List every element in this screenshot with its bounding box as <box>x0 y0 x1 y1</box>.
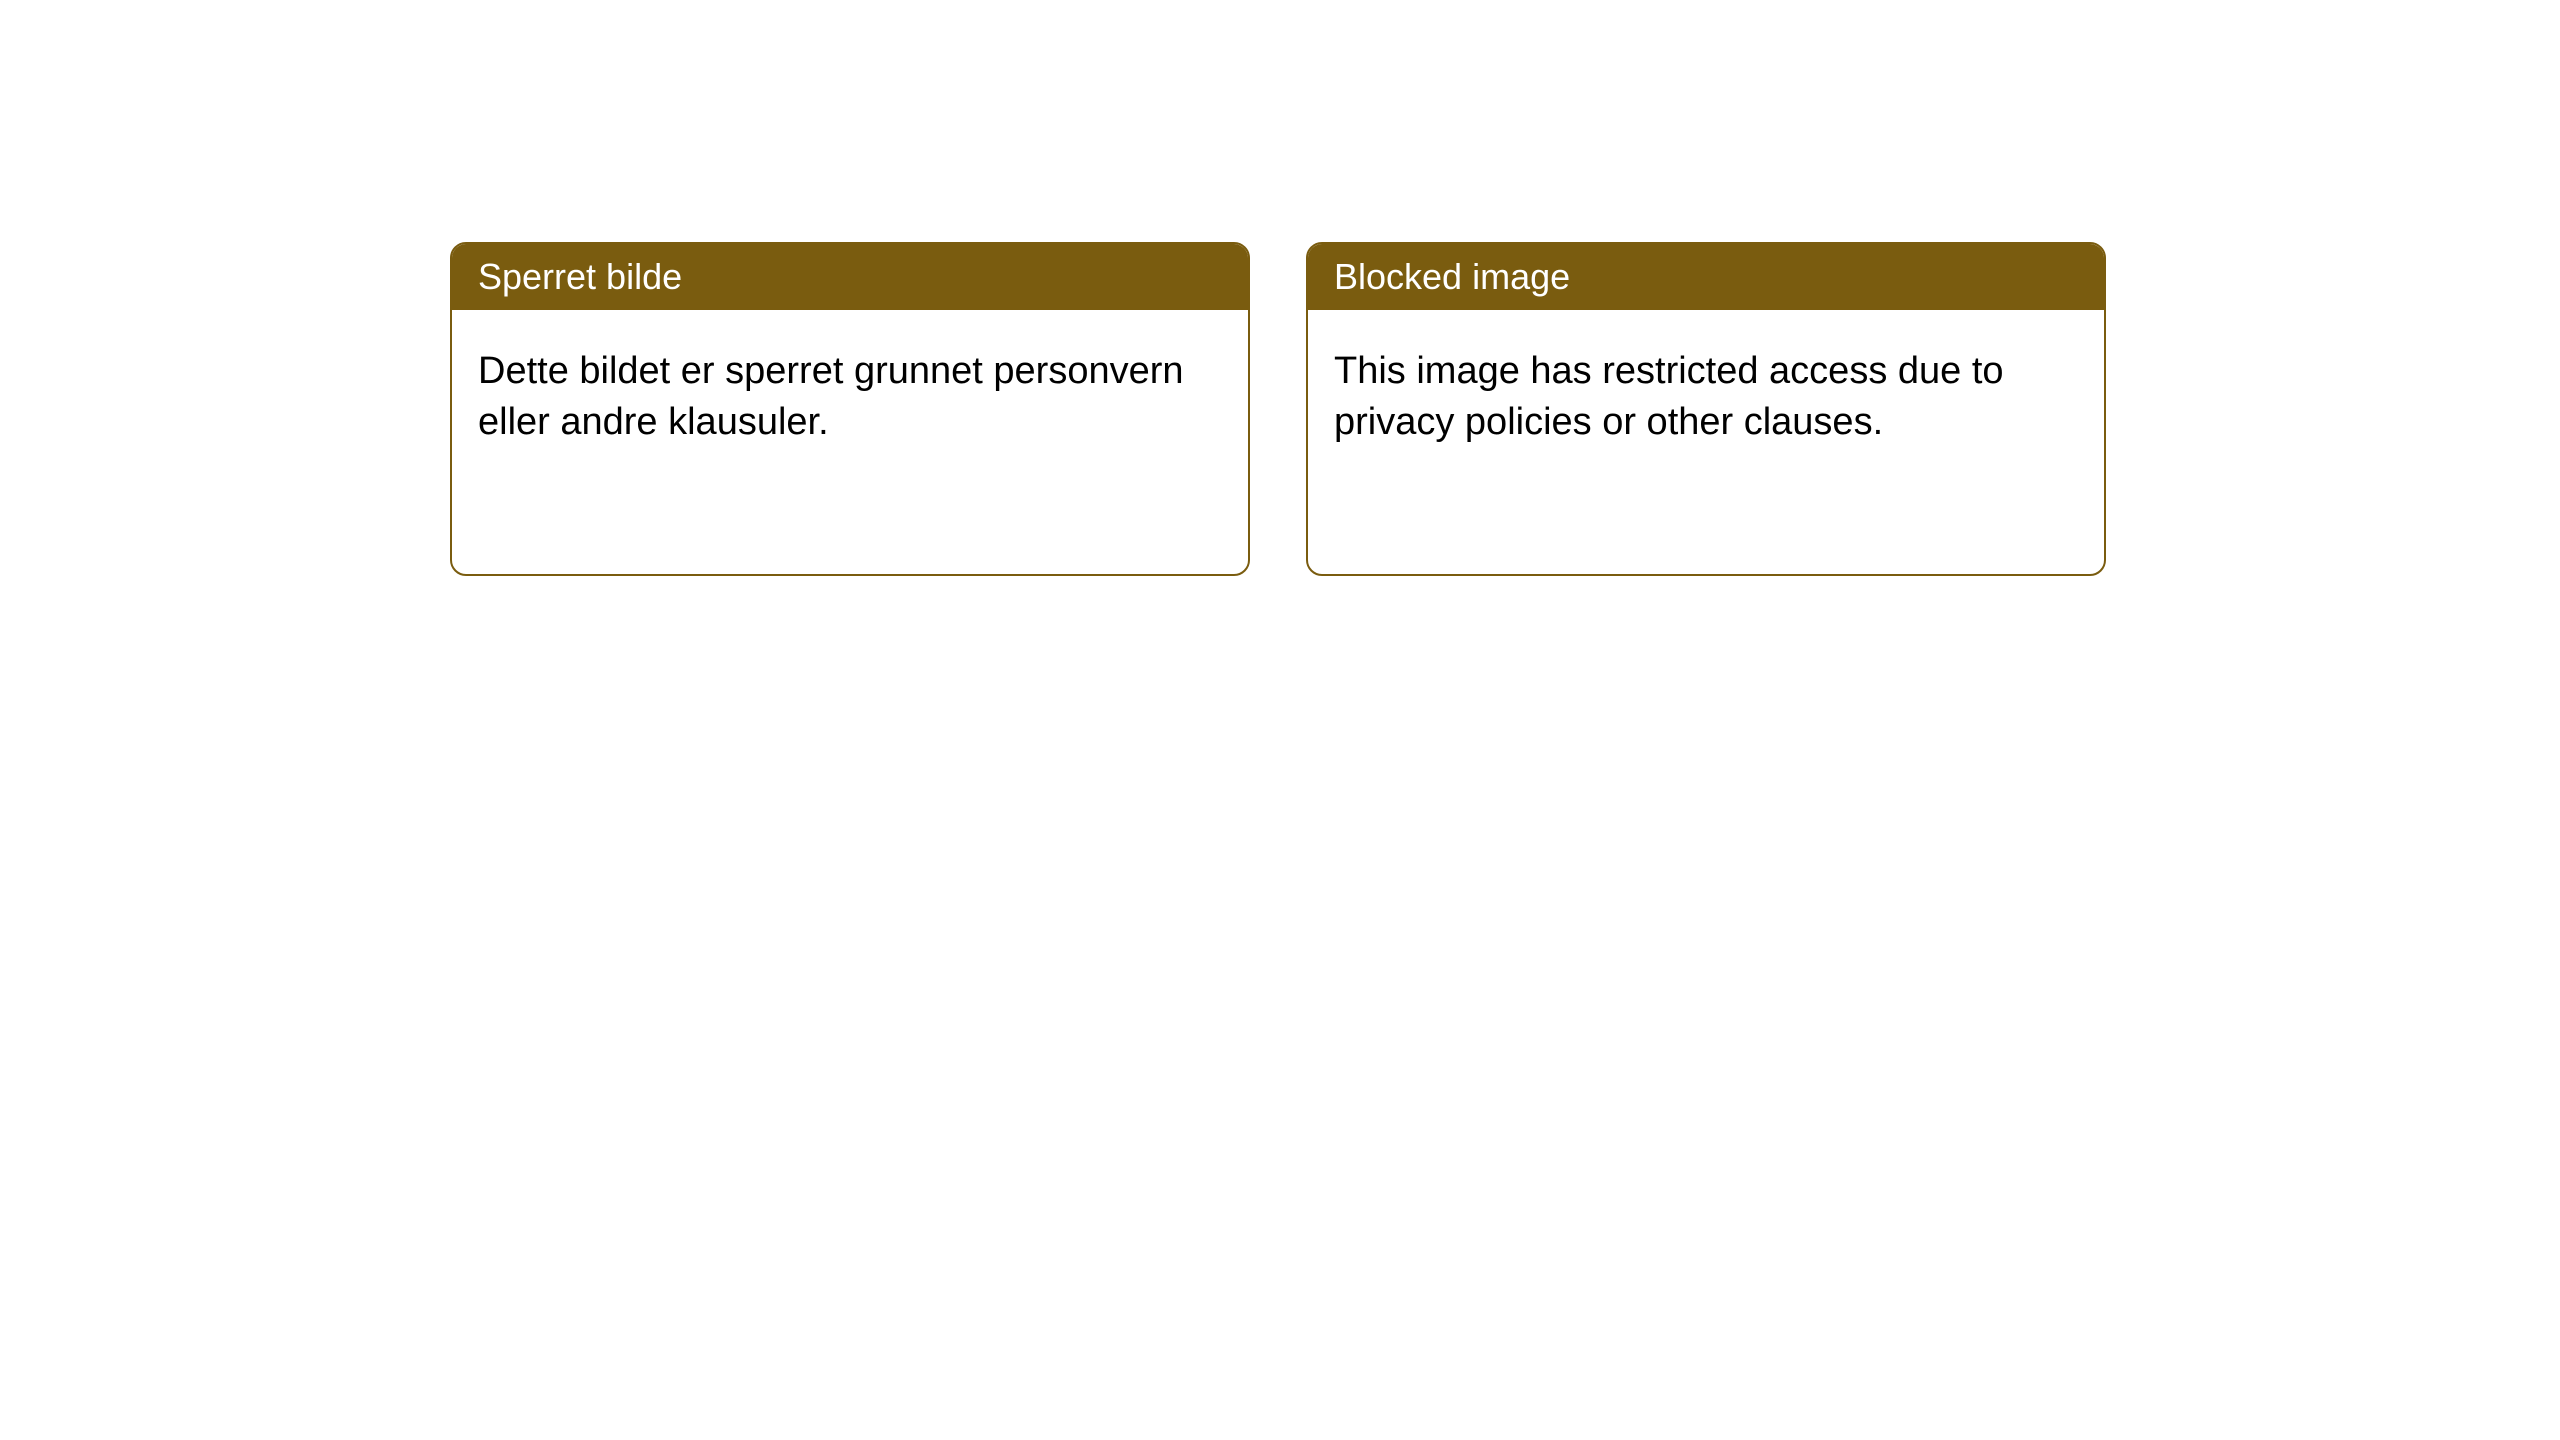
notice-card-norwegian: Sperret bilde Dette bildet er sperret gr… <box>450 242 1250 576</box>
card-title: Blocked image <box>1334 256 1570 297</box>
notice-card-english: Blocked image This image has restricted … <box>1306 242 2106 576</box>
card-body-text: Dette bildet er sperret grunnet personve… <box>478 350 1184 443</box>
card-body: Dette bildet er sperret grunnet personve… <box>452 310 1248 485</box>
card-body-text: This image has restricted access due to … <box>1334 350 2004 443</box>
card-header: Blocked image <box>1308 244 2104 310</box>
card-body: This image has restricted access due to … <box>1308 310 2104 485</box>
notice-cards-container: Sperret bilde Dette bildet er sperret gr… <box>450 242 2106 576</box>
card-title: Sperret bilde <box>478 256 682 297</box>
card-header: Sperret bilde <box>452 244 1248 310</box>
